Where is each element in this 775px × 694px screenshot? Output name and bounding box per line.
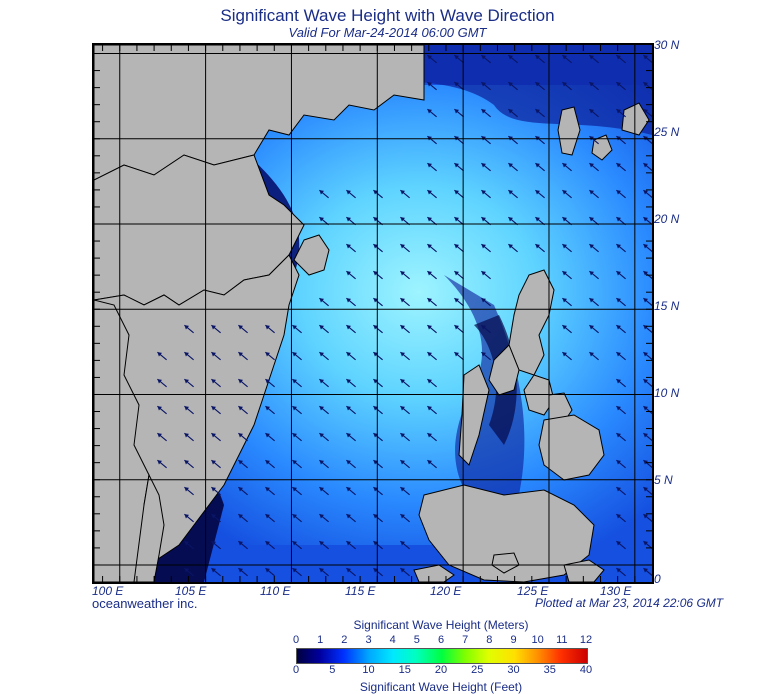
oceanweather-watermark: oceanweather inc.: [92, 596, 198, 611]
chart-title: Significant Wave Height with Wave Direct…: [0, 6, 775, 26]
legend-meter-tick-4: 4: [390, 634, 396, 646]
lat-label-20n: 20 N: [654, 212, 679, 226]
wave-height-map-page: Significant Wave Height with Wave Direct…: [0, 0, 775, 665]
legend-title-feet: Significant Wave Height (Feet): [296, 680, 586, 694]
lon-label-115e: 115 E: [345, 584, 375, 598]
legend-meter-tick-9: 9: [510, 634, 516, 646]
legend-meter-tick-12: 12: [580, 634, 592, 646]
legend-meter-tick-1: 1: [317, 634, 323, 646]
legend-meter-tick-2: 2: [341, 634, 347, 646]
legend-feet-tick-20: 20: [435, 664, 447, 676]
lat-label-30n: 30 N: [654, 38, 679, 52]
lat-label-0n: 0: [654, 572, 661, 586]
legend-meter-tick-8: 8: [486, 634, 492, 646]
lat-label-15n: 15 N: [654, 299, 679, 313]
legend-feet-tick-0: 0: [293, 664, 299, 676]
legend-meter-tick-7: 7: [462, 634, 468, 646]
legend-feet-tick-10: 10: [362, 664, 374, 676]
lat-label-5n: 5 N: [654, 473, 673, 487]
legend-feet-tick-25: 25: [471, 664, 483, 676]
color-legend: Significant Wave Height (Meters) 0 1 2 3 4 5 6…: [296, 618, 586, 694]
lon-label-120e: 120 E: [430, 584, 461, 598]
legend-feet-tick-15: 15: [399, 664, 411, 676]
legend-feet-tick-5: 5: [329, 664, 335, 676]
legend-meter-tick-10: 10: [532, 634, 544, 646]
legend-meter-tick-0: 0: [293, 634, 299, 646]
legend-meter-tick-11: 11: [556, 634, 567, 646]
lon-label-110e: 110 E: [260, 584, 290, 598]
map-plot-area[interactable]: [92, 43, 654, 584]
legend-meter-tick-3: 3: [365, 634, 371, 646]
legend-title-meters: Significant Wave Height (Meters): [296, 618, 586, 632]
grid-lines: [94, 45, 652, 582]
legend-colorbar: [296, 648, 588, 664]
lat-label-25n: 25 N: [654, 125, 679, 139]
legend-feet-tick-35: 35: [544, 664, 556, 676]
legend-feet-tick-30: 30: [507, 664, 519, 676]
legend-meter-tick-6: 6: [438, 634, 444, 646]
plotted-timestamp: Plotted at Mar 23, 2014 22:06 GMT: [535, 596, 723, 610]
legend-meter-tick-5: 5: [414, 634, 420, 646]
legend-feet-tick-40: 40: [580, 664, 592, 676]
legend-ticks-feet: 0 5 10 15 20 25 30 35 40: [296, 664, 586, 678]
lat-label-10n: 10 N: [654, 386, 679, 400]
legend-ticks-meters: 0 1 2 3 4 5 6 7 8 9 10 11 12: [296, 634, 586, 648]
